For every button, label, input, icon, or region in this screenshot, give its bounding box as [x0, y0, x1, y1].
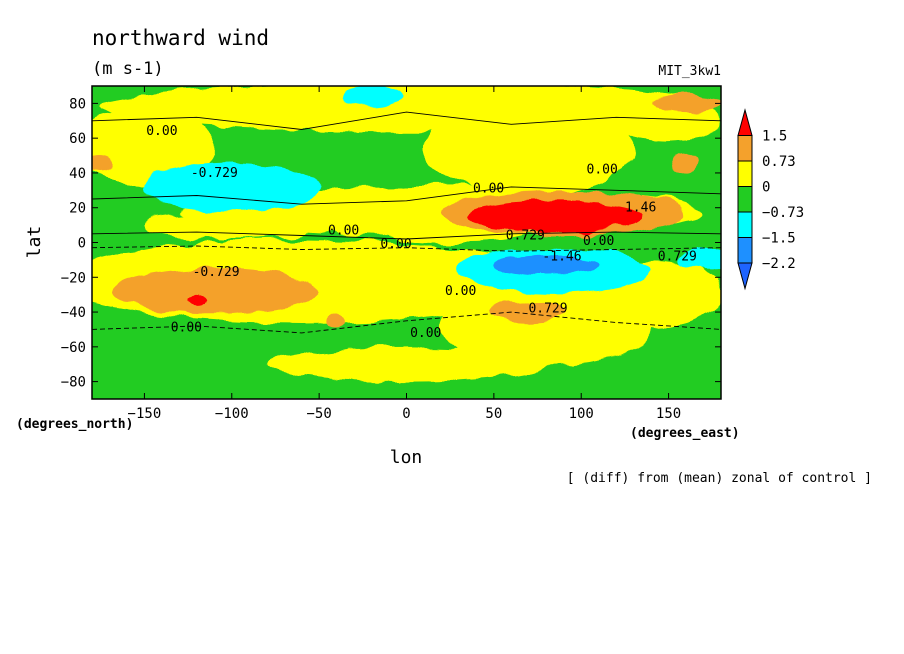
chart-units: (m s-1): [92, 59, 164, 79]
y-tick-label: 60: [69, 131, 86, 147]
field-region: [327, 315, 346, 326]
colorbar: 1.5 0.73 0 −0.73 −1.5 −2.2: [737, 108, 804, 291]
contour-label: 1.46: [625, 201, 656, 216]
contour-label: 0.729: [506, 229, 545, 244]
field-region: [423, 98, 634, 196]
x-axis-label: lon: [390, 447, 423, 468]
contour-label: 0.729: [658, 249, 697, 264]
contour-label: -0.729: [193, 265, 240, 280]
x-tick-label: 50: [485, 406, 502, 422]
plot-field: 0.00-0.729 0.000.001.460.000.000.729 0.00-…: [92, 86, 721, 399]
y-tick-label: −40: [61, 305, 86, 321]
chart-title: northward wind: [92, 26, 269, 50]
field-region: [92, 155, 115, 173]
contour-line: [92, 111, 721, 130]
colorbar-level-label: 0: [762, 180, 770, 196]
contour-line: [92, 186, 721, 205]
colorbar-segment: [737, 186, 753, 213]
x-tick-label: −150: [128, 406, 162, 422]
y-tick-label: 80: [69, 96, 86, 112]
colorbar-segment: [737, 262, 753, 291]
contour-label: 0.00: [380, 237, 411, 252]
field-region: [112, 268, 316, 314]
contour-line: [92, 231, 721, 240]
field-region: [672, 153, 701, 175]
x-tick-label: 150: [656, 406, 681, 422]
colorbar-segment: [737, 237, 753, 264]
contour-label: 0.00: [171, 321, 202, 336]
colorbar-level-label: −0.73: [762, 205, 804, 221]
x-unit-label: (degrees_east): [630, 426, 740, 441]
colorbar-level-label: 1.5: [762, 129, 787, 145]
contour-label: 0.729: [528, 302, 567, 317]
field-region: [651, 94, 721, 113]
contour-label: -0.729: [191, 166, 238, 181]
field-region: [490, 303, 568, 321]
footnote: [ (diff) from (mean) zonal of control ]: [567, 471, 872, 486]
y-tick-label: 0: [78, 236, 86, 252]
colorbar-segment: [737, 160, 753, 187]
field-region: [493, 254, 599, 276]
contour-label: 0.00: [473, 182, 504, 197]
field-region: [677, 249, 721, 271]
contour-label: -1.46: [542, 249, 581, 264]
x-tick-label: 0: [402, 406, 410, 422]
y-tick-label: −20: [61, 270, 86, 286]
y-unit-label: (degrees_north): [16, 417, 133, 432]
field-region: [92, 108, 215, 186]
field-region: [140, 162, 323, 212]
x-tick-label: 100: [569, 406, 594, 422]
field-region: [467, 200, 643, 233]
contour-label: 0.00: [587, 162, 618, 177]
contour-line: [92, 245, 721, 252]
colorbar-level-label: −2.2: [762, 256, 796, 272]
colorbar-segment: [737, 211, 753, 238]
y-tick-label: −60: [61, 340, 86, 356]
y-tick-label: −80: [61, 375, 86, 391]
field-region: [266, 346, 547, 382]
colorbar-level-label: −1.5: [762, 231, 796, 247]
field-region: [186, 292, 208, 304]
colorbar-level-label: 0.73: [762, 154, 796, 170]
contour-label: 0.00: [583, 234, 614, 249]
contour-label: 0.00: [146, 124, 177, 139]
colorbar-segment: [737, 135, 753, 162]
contour-label: 0.00: [328, 223, 359, 238]
colorbar-segment: [737, 108, 753, 136]
y-axis-label: lat: [24, 226, 45, 259]
contour-label: 0.00: [410, 326, 441, 341]
x-tick-label: −100: [215, 406, 249, 422]
contour-label: 0.00: [445, 284, 476, 299]
field-region: [340, 86, 404, 107]
model-label: MIT_3kw1: [658, 64, 721, 79]
y-tick-label: 20: [69, 201, 86, 217]
x-tick-label: −50: [306, 406, 331, 422]
y-tick-label: 40: [69, 166, 86, 182]
contour-line: [92, 311, 721, 334]
